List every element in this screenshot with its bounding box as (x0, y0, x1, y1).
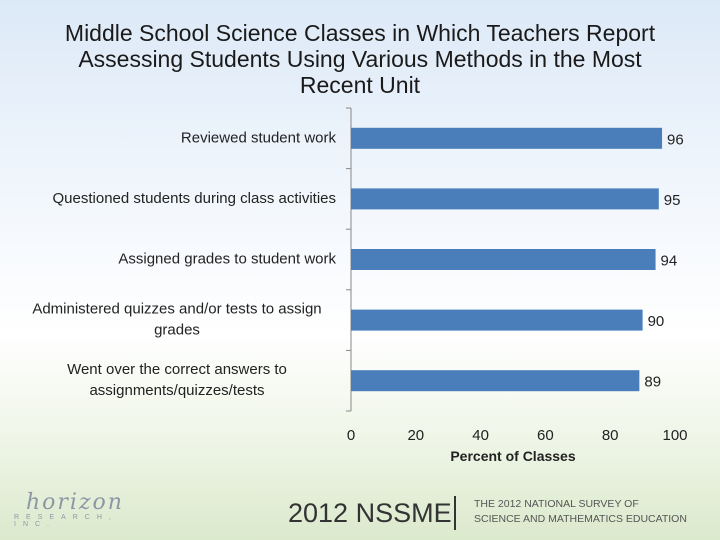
data-label: 95 (664, 192, 681, 209)
bar (351, 188, 659, 210)
category-label: Went over the correct answers to assignme… (67, 361, 287, 399)
x-tick-label: 20 (407, 427, 424, 444)
chart-title: Middle School Science Classes in Which T… (64, 20, 656, 98)
category-label: Questioned students during class activit… (53, 190, 336, 207)
bar-chart: 96 Reviewed student work 95 Questioned stud… (32, 107, 688, 464)
x-tick-label: 40 (472, 427, 489, 444)
horizon-logo: horizon RESEARCH, INC. (14, 490, 154, 530)
category-label: Assigned grades to student work (118, 251, 336, 268)
x-axis-title: Percent of Classes (450, 448, 575, 464)
data-label: 90 (648, 313, 665, 330)
bar (351, 370, 640, 392)
data-label: 89 (644, 374, 661, 391)
data-label: 94 (661, 253, 678, 270)
footer-subtitle-line-2: SCIENCE AND MATHEMATICS EDUCATION (474, 513, 687, 525)
x-tick-label: 0 (347, 427, 355, 444)
category-label: Reviewed student work (181, 129, 337, 146)
x-tick-label: 60 (537, 427, 554, 444)
bar (351, 127, 663, 149)
footer-divider (454, 496, 456, 530)
bar (351, 309, 643, 331)
x-tick-label: 80 (602, 427, 619, 444)
footer-survey-name: 2012 NSSME (288, 498, 452, 528)
bar (351, 249, 656, 270)
category-label: Administered quizzes and/or tests to ass… (32, 301, 321, 339)
footer-subtitle-line-1: THE 2012 NATIONAL SURVEY OF (474, 498, 639, 510)
footer-survey-subtitle: THE 2012 NATIONAL SURVEY OF SCIENCE AND … (474, 497, 687, 527)
data-label: 96 (667, 131, 684, 148)
logo-word: horizon (26, 490, 124, 515)
logo-subtext: RESEARCH, INC. (14, 514, 118, 528)
x-tick-label: 100 (662, 427, 687, 444)
